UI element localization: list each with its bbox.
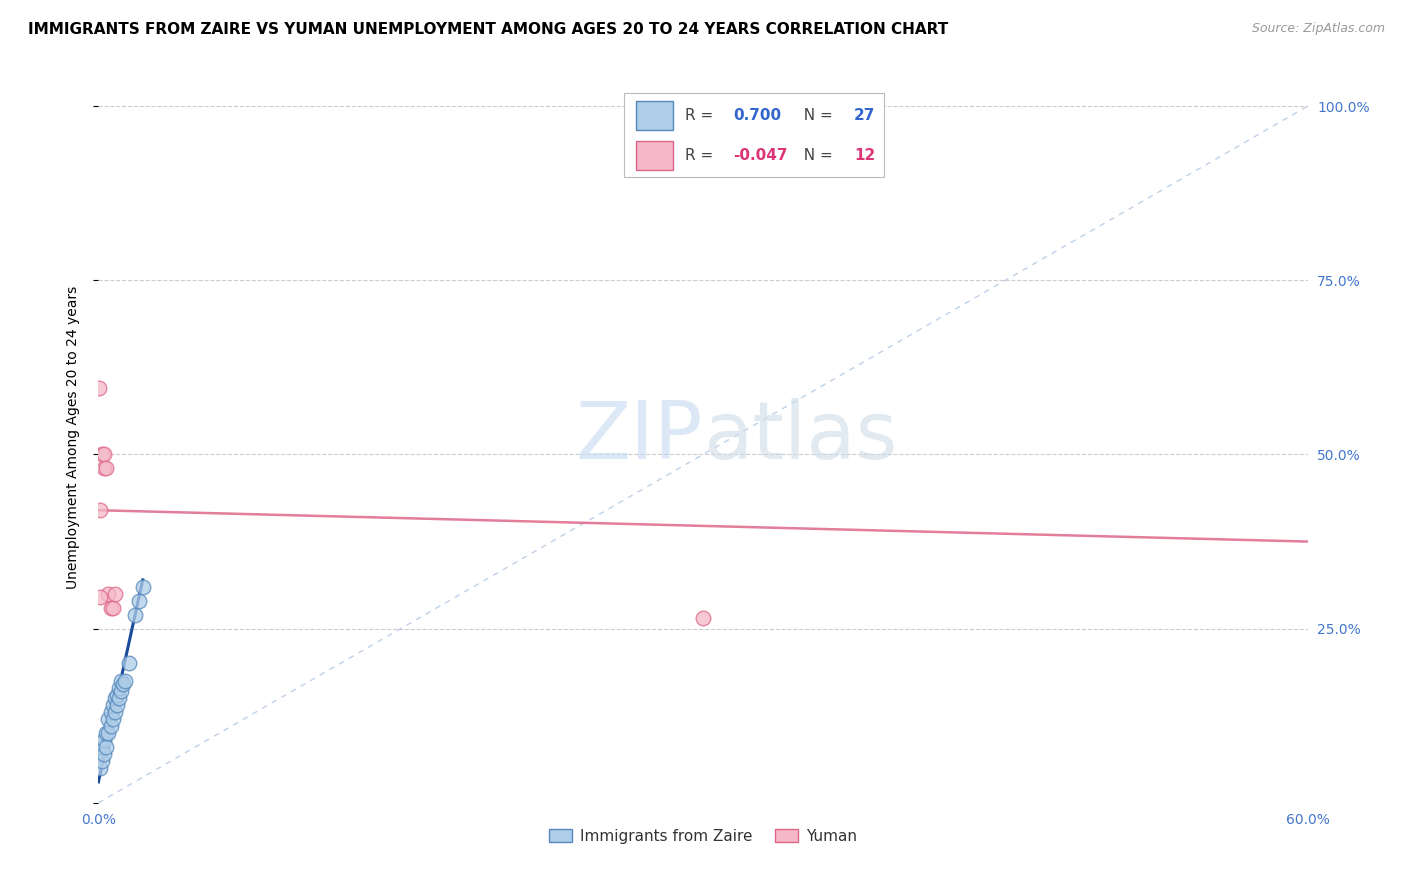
Point	[110, 673, 132, 688]
Point	[114, 673, 136, 688]
Text: -0.047: -0.047	[734, 148, 787, 163]
Point	[105, 688, 128, 702]
Point	[91, 754, 114, 768]
Point	[132, 580, 155, 594]
Point	[93, 733, 115, 747]
Point	[101, 698, 124, 713]
Point	[107, 691, 129, 706]
Point	[91, 740, 114, 755]
FancyBboxPatch shape	[637, 141, 672, 170]
Text: R =: R =	[685, 108, 718, 123]
Point	[118, 657, 141, 671]
Point	[100, 705, 122, 719]
Legend: Immigrants from Zaire, Yuman: Immigrants from Zaire, Yuman	[543, 822, 863, 850]
Point	[89, 503, 111, 517]
FancyBboxPatch shape	[624, 94, 884, 178]
Point	[96, 740, 118, 755]
Point	[89, 591, 111, 605]
Point	[107, 681, 129, 695]
Text: 27: 27	[855, 108, 876, 123]
Point	[100, 719, 122, 733]
Text: 0.700: 0.700	[734, 108, 782, 123]
Point	[103, 691, 125, 706]
Point	[101, 600, 124, 615]
Point	[97, 587, 120, 601]
Point	[124, 607, 146, 622]
Point	[103, 705, 125, 719]
Point	[103, 587, 125, 601]
Text: ZIP: ZIP	[575, 398, 703, 476]
Text: Source: ZipAtlas.com: Source: ZipAtlas.com	[1251, 22, 1385, 36]
Point	[692, 611, 714, 625]
Point	[101, 712, 124, 726]
Y-axis label: Unemployment Among Ages 20 to 24 years: Unemployment Among Ages 20 to 24 years	[66, 285, 80, 589]
Point	[93, 448, 115, 462]
Text: IMMIGRANTS FROM ZAIRE VS YUMAN UNEMPLOYMENT AMONG AGES 20 TO 24 YEARS CORRELATIO: IMMIGRANTS FROM ZAIRE VS YUMAN UNEMPLOYM…	[28, 22, 949, 37]
Point	[96, 726, 118, 740]
Text: R =: R =	[685, 148, 718, 163]
Text: atlas: atlas	[703, 398, 897, 476]
Point	[93, 747, 115, 761]
Point	[89, 381, 111, 395]
Point	[89, 761, 111, 775]
Text: N =: N =	[793, 148, 838, 163]
Point	[111, 677, 134, 691]
FancyBboxPatch shape	[637, 101, 672, 130]
Point	[96, 461, 118, 475]
Point	[105, 698, 128, 713]
Text: N =: N =	[793, 108, 838, 123]
Point	[110, 684, 132, 698]
Point	[91, 448, 114, 462]
Point	[100, 600, 122, 615]
Text: 12: 12	[855, 148, 876, 163]
Point	[97, 712, 120, 726]
Point	[97, 726, 120, 740]
Point	[128, 594, 150, 608]
Point	[93, 461, 115, 475]
